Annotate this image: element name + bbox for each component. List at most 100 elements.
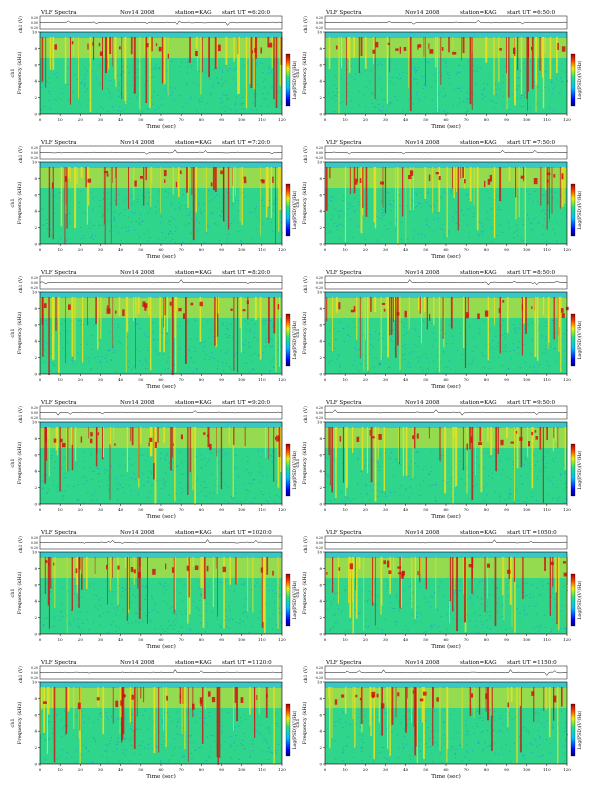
band-burst [553, 695, 557, 703]
noise-speck [160, 584, 162, 586]
noise-speck [262, 93, 264, 94]
noise-speck [397, 601, 399, 602]
noise-speck [537, 712, 539, 714]
noise-speck [481, 234, 483, 236]
time-tick-label: 50 [423, 767, 429, 772]
time-tick-label: 120 [563, 767, 571, 772]
noise-speck [168, 759, 170, 761]
noise-speck [170, 202, 172, 204]
burst-streak [360, 167, 363, 234]
noise-speck [270, 338, 272, 340]
burst-streak [52, 167, 54, 240]
noise-speck [120, 475, 122, 477]
noise-speck [218, 202, 220, 204]
noise-speck [83, 722, 85, 723]
noise-speck [253, 337, 255, 338]
noise-speck [367, 599, 369, 601]
time-tick-label: 0 [324, 637, 327, 642]
noise-speck [144, 333, 146, 335]
burst-streak [384, 167, 387, 214]
noise-speck [519, 745, 521, 746]
noise-speck [540, 471, 542, 473]
noise-speck [491, 227, 493, 229]
burst-streak [93, 37, 95, 60]
spectrogram-panel: VLF Spectra Nov14 2008 station=KAG start UT… [295, 140, 583, 260]
noise-speck [542, 209, 544, 211]
noise-speck [236, 745, 238, 747]
noise-speck [98, 480, 100, 482]
noise-speck [426, 358, 428, 360]
noise-speck [162, 484, 164, 485]
noise-speck [133, 365, 135, 367]
noise-speck [552, 726, 554, 728]
noise-speck [244, 362, 246, 364]
noise-speck [280, 103, 282, 105]
noise-speck [181, 462, 183, 464]
noise-speck [499, 730, 501, 731]
noise-speck [158, 190, 160, 192]
noise-speck [346, 68, 348, 70]
high-band [40, 298, 282, 318]
noise-speck [92, 208, 94, 210]
noise-speck [330, 219, 332, 220]
noise-speck [484, 87, 486, 89]
noise-speck [479, 465, 481, 467]
noise-speck [545, 325, 547, 327]
noise-speck [135, 613, 137, 615]
noise-speck [162, 586, 164, 588]
noise-speck [268, 726, 270, 728]
noise-speck [389, 81, 391, 82]
noise-speck [158, 500, 160, 501]
noise-speck [521, 754, 523, 756]
noise-speck [157, 611, 159, 613]
burst-streak [59, 427, 61, 492]
noise-speck [475, 723, 477, 725]
noise-speck [527, 582, 529, 584]
noise-speck [375, 757, 377, 759]
noise-speck [140, 214, 142, 216]
noise-speck [379, 109, 381, 111]
noise-speck [86, 619, 88, 620]
noise-speck [326, 745, 328, 747]
noise-speck [233, 466, 235, 467]
burst-streak [462, 297, 465, 348]
panel-start-ut: start UT =8:20:0 [222, 270, 271, 276]
time-tick-label: 100 [523, 377, 531, 382]
burst-streak [551, 167, 553, 214]
noise-speck [424, 732, 426, 734]
time-tick-label: 90 [504, 507, 510, 512]
time-axis-label: Time (sec) [146, 773, 176, 780]
noise-speck [329, 330, 331, 332]
noise-speck [104, 750, 106, 752]
noise-speck [118, 717, 120, 719]
noise-speck [416, 82, 418, 84]
noise-speck [267, 728, 269, 730]
noise-speck [280, 101, 282, 103]
noise-speck [458, 65, 460, 67]
noise-speck [510, 358, 512, 360]
noise-speck [55, 371, 57, 373]
noise-speck [350, 65, 352, 67]
noise-speck [452, 192, 454, 194]
noise-speck [127, 226, 129, 228]
noise-speck [547, 477, 549, 479]
noise-speck [409, 352, 411, 354]
band-burst [115, 700, 119, 708]
burst-streak [139, 37, 141, 110]
ch1-tick-label: 0.20 [316, 536, 323, 540]
noise-speck [80, 190, 82, 192]
burst-streak [499, 297, 501, 314]
noise-speck [61, 199, 63, 201]
noise-speck [467, 193, 469, 195]
noise-speck [440, 615, 442, 617]
noise-speck [384, 61, 386, 62]
noise-speck [75, 750, 77, 752]
noise-speck [432, 99, 434, 101]
ch1-axis-label: ch1 (V) [302, 406, 309, 423]
noise-speck [486, 746, 488, 748]
burst-streak [449, 557, 450, 625]
noise-speck [113, 607, 115, 609]
noise-speck [347, 208, 349, 210]
burst-streak [102, 687, 105, 735]
burst-streak [134, 297, 137, 318]
